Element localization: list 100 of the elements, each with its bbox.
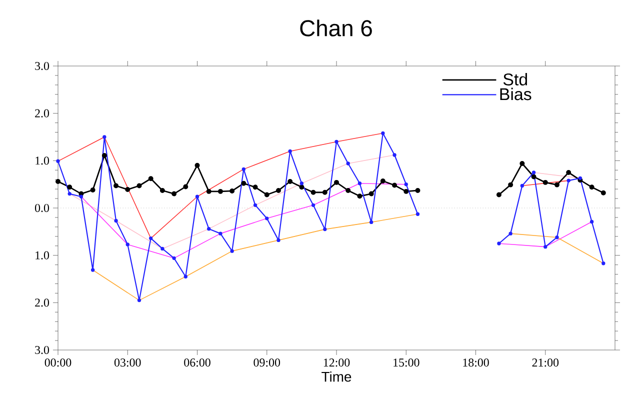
point: [218, 232, 222, 236]
point: [520, 161, 525, 166]
point: [368, 191, 374, 196]
point: [566, 178, 570, 182]
point: [532, 170, 536, 174]
point: [114, 183, 119, 188]
point: [415, 188, 420, 193]
legend-label: Std: [503, 73, 527, 86]
point: [392, 153, 396, 157]
point: [404, 182, 408, 186]
y-tick-label: 2.0: [35, 109, 50, 118]
x-tick-label: 00:00: [44, 358, 72, 367]
point: [380, 178, 386, 184]
point: [160, 246, 164, 251]
point: [542, 180, 548, 185]
y-tick-label: 3.0: [35, 62, 50, 70]
point: [392, 182, 398, 188]
point: [323, 227, 327, 232]
point: [68, 192, 72, 196]
point: [346, 188, 351, 193]
point: [67, 184, 72, 190]
point: [137, 298, 142, 302]
point: [172, 191, 177, 196]
point: [416, 212, 420, 216]
point: [194, 162, 200, 168]
point: [589, 184, 594, 190]
point: [310, 190, 316, 195]
point: [242, 167, 246, 172]
point: [90, 268, 95, 272]
point: [183, 184, 188, 190]
point: [508, 232, 512, 236]
point: [346, 162, 350, 166]
point: [125, 187, 130, 192]
point: [79, 194, 84, 198]
chart-title: Chan 6: [300, 20, 372, 36]
point: [600, 190, 606, 196]
point: [566, 170, 572, 175]
point: [126, 242, 130, 246]
y-tick-label: 2.0: [35, 298, 50, 307]
point: [114, 218, 118, 223]
point: [207, 226, 211, 231]
point: [160, 188, 165, 193]
point: [264, 192, 270, 198]
x-tick-label: 15:00: [394, 358, 420, 367]
point: [299, 184, 304, 190]
point: [148, 176, 154, 182]
point: [590, 220, 594, 224]
point: [369, 220, 374, 224]
point: [288, 179, 293, 184]
point: [508, 182, 514, 188]
point: [195, 194, 200, 198]
point: [578, 176, 582, 180]
y-tick-label: 3.0: [35, 346, 50, 354]
point: [300, 182, 304, 186]
point: [230, 249, 234, 253]
point: [288, 149, 292, 154]
legend-label: Bias: [500, 88, 532, 100]
point: [172, 256, 176, 260]
point: [102, 135, 106, 139]
point: [404, 188, 409, 194]
point: [56, 179, 60, 184]
point: [334, 180, 339, 185]
point: [554, 182, 560, 188]
point: [241, 180, 246, 186]
point: [230, 188, 235, 194]
point: [265, 216, 269, 220]
x-tick-label: 18:00: [463, 358, 489, 367]
point: [357, 194, 362, 199]
point: [56, 159, 60, 163]
point: [276, 188, 281, 193]
x-tick-label: 12:00: [324, 358, 350, 367]
point: [311, 203, 316, 208]
x-tick-label: 09:00: [254, 358, 280, 367]
x-axis-title: Time: [322, 371, 352, 382]
point: [148, 236, 153, 240]
point: [496, 192, 502, 198]
point: [90, 188, 96, 193]
point: [381, 131, 385, 136]
y-tick-label: 0.0: [34, 204, 50, 212]
y-tick-label: 1.0: [36, 156, 50, 165]
point: [218, 188, 223, 194]
point: [555, 236, 559, 240]
point: [136, 183, 142, 188]
point: [544, 244, 548, 249]
point: [358, 182, 362, 186]
point: [602, 262, 606, 266]
point: [184, 274, 188, 278]
point: [497, 242, 501, 246]
x-tick-label: 06:00: [184, 358, 210, 367]
point: [206, 188, 212, 194]
point: [322, 190, 328, 195]
x-tick-label: 03:00: [114, 358, 141, 367]
x-tick-label: 21:00: [532, 358, 559, 367]
point: [334, 140, 338, 144]
point: [531, 174, 536, 180]
y-tick-label: 1.0: [36, 251, 50, 260]
point: [520, 184, 524, 188]
point: [253, 203, 258, 208]
point: [252, 184, 258, 190]
point: [276, 238, 280, 242]
